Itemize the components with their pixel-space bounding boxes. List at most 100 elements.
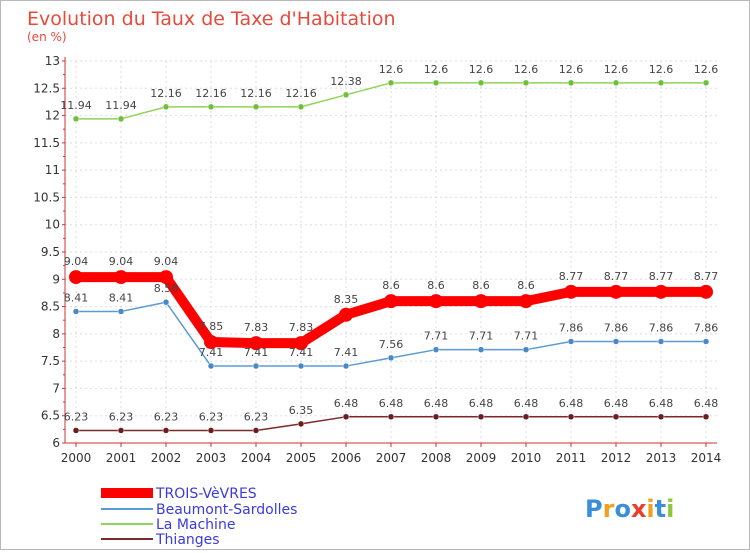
x-tick-label: 2013 — [646, 451, 677, 465]
data-label: 7.83 — [289, 321, 314, 334]
data-label: 7.71 — [514, 330, 539, 343]
x-tick-label: 2004 — [241, 451, 272, 465]
data-point — [567, 338, 575, 345]
logo-letter: t — [655, 495, 666, 523]
data-label: 12.16 — [285, 87, 317, 100]
chart-subtitle: (en %) — [27, 30, 67, 44]
y-tick-label: 12.5 — [33, 81, 60, 95]
data-label: 6.35 — [289, 404, 314, 417]
data-point — [522, 79, 530, 87]
data-point — [342, 413, 350, 421]
logo-letter: P — [585, 495, 603, 523]
data-label: 7.86 — [559, 321, 584, 334]
data-label: 7.83 — [244, 321, 269, 334]
x-tick-label: 2006 — [331, 451, 362, 465]
data-label: 7.71 — [424, 330, 449, 343]
data-label: 12.6 — [469, 63, 494, 76]
data-point — [477, 413, 485, 421]
data-label: 8.41 — [109, 291, 134, 304]
data-point — [162, 103, 170, 111]
y-tick-label: 7 — [52, 381, 60, 395]
data-point — [477, 346, 485, 353]
data-label: 7.56 — [379, 338, 404, 351]
data-point — [204, 335, 218, 350]
data-label: 12.38 — [330, 75, 362, 88]
data-labels: 9.04 9.04 9.04 7.85 7.83 7.83 8.35 8.6 8.6 8.6 8.6… — [60, 63, 718, 424]
data-point — [252, 427, 260, 434]
series-lines — [69, 79, 713, 434]
data-point — [657, 79, 665, 87]
data-point — [657, 413, 665, 421]
data-point — [699, 284, 713, 299]
x-tick-labels: 2000 2001 2002 2003 2004 2005 2006 2007 2008 2009… — [61, 451, 722, 465]
data-label: 12.6 — [424, 63, 449, 76]
data-label: 6.23 — [199, 410, 224, 423]
data-point — [384, 294, 398, 309]
data-point — [297, 420, 305, 428]
legend-label: TROIS-VèVRES — [155, 486, 257, 502]
data-label: 6.48 — [334, 397, 359, 410]
data-point — [207, 362, 215, 370]
x-tick-label: 2002 — [151, 451, 182, 465]
x-tick-label: 2000 — [61, 451, 92, 465]
axes — [62, 57, 717, 447]
legend-label: La Machine — [156, 517, 235, 533]
data-label: 8.6 — [382, 279, 400, 292]
data-point — [117, 308, 125, 315]
data-point — [609, 284, 623, 299]
data-label: 9.04 — [64, 255, 89, 268]
logo-letter: i — [646, 495, 654, 523]
y-tick-label: 8 — [52, 327, 60, 341]
data-label: 12.16 — [195, 87, 227, 100]
data-point — [249, 336, 263, 351]
x-tick-label: 2001 — [106, 451, 137, 465]
data-point — [252, 103, 260, 111]
data-label: 12.6 — [379, 63, 404, 76]
data-point — [519, 294, 533, 309]
data-point — [207, 427, 215, 434]
data-point — [567, 79, 575, 87]
data-point — [162, 298, 170, 306]
y-tick-label: 6 — [52, 436, 60, 450]
data-label: 7.41 — [334, 346, 359, 359]
data-label: 11.94 — [105, 99, 137, 112]
y-tick-label: 13 — [45, 54, 60, 68]
data-point — [297, 362, 305, 370]
x-tick-label: 2010 — [511, 451, 542, 465]
data-label: 7.41 — [199, 346, 224, 359]
data-point — [387, 354, 395, 362]
data-point — [429, 294, 443, 309]
data-label: 8.77 — [604, 270, 629, 283]
data-label: 6.48 — [469, 397, 494, 410]
data-label: 7.71 — [469, 330, 494, 343]
data-label: 6.48 — [514, 397, 539, 410]
data-point — [72, 308, 80, 315]
data-point — [702, 413, 710, 421]
data-point — [294, 336, 308, 351]
y-tick-label: 11 — [45, 163, 60, 177]
data-label: 7.41 — [289, 346, 314, 359]
data-label: 7.41 — [244, 346, 269, 359]
data-label: 8.77 — [649, 270, 674, 283]
data-label: 6.23 — [154, 410, 179, 423]
data-point — [477, 79, 485, 87]
logo-letter: i — [666, 495, 674, 523]
y-tick-label: 10.5 — [33, 190, 60, 204]
y-tick-label: 6.5 — [41, 409, 60, 423]
x-tick-label: 2003 — [196, 451, 227, 465]
data-point — [114, 270, 128, 285]
data-label: 8.77 — [694, 270, 719, 283]
data-point — [162, 427, 170, 434]
y-tick-label: 7.5 — [41, 354, 60, 368]
proxiti-logo: Proxiti — [585, 495, 674, 523]
y-tick-label: 11.5 — [33, 136, 60, 150]
x-tick-label: 2011 — [556, 451, 587, 465]
data-point — [72, 427, 80, 434]
data-label: 7.86 — [604, 321, 629, 334]
x-tick-label: 2007 — [376, 451, 407, 465]
data-point — [474, 294, 488, 309]
data-label: 12.6 — [649, 63, 674, 76]
data-label: 8.58 — [154, 282, 179, 295]
data-point — [387, 79, 395, 87]
